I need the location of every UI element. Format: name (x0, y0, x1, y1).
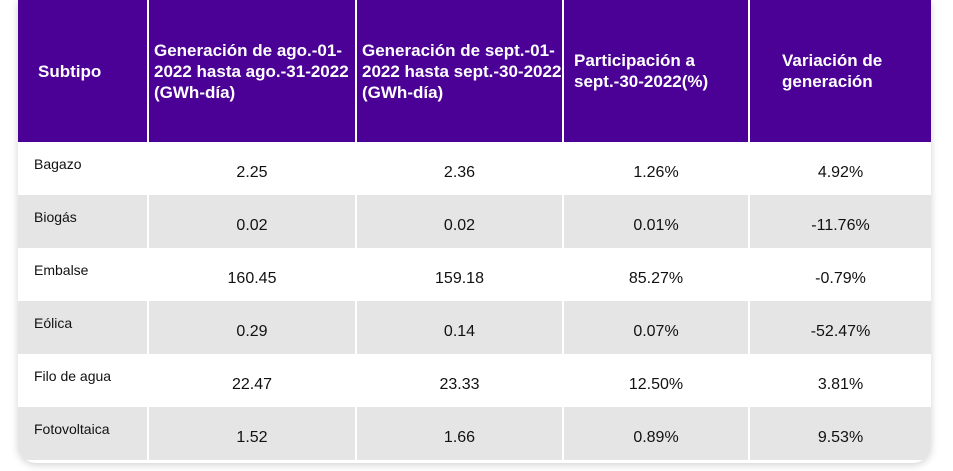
cell-subtipo: Embalse (18, 248, 149, 301)
cell-generacion-agosto: 0.29 (148, 301, 357, 354)
table-header: Subtipo Generación de ago.-01-2022 hasta… (18, 0, 931, 142)
cell-variacion: -52.47% (749, 301, 931, 354)
cell-variacion: 9.53% (749, 407, 931, 460)
table-row: Embalse 160.45 159.18 85.27% -0.79% (18, 248, 931, 301)
table-row: Biogás 0.02 0.02 0.01% -11.76% (18, 195, 931, 248)
cell-generacion-septiembre: 0.02 (356, 195, 564, 248)
cell-generacion-septiembre: 159.18 (356, 248, 564, 301)
cell-variacion: -0.79% (749, 248, 931, 301)
cell-generacion-septiembre: 1.66 (356, 407, 564, 460)
cell-subtipo: Eólica (18, 301, 149, 354)
header-generacion-septiembre: Generación de sept.-01-2022 hasta sept.-… (356, 0, 564, 142)
cell-subtipo: Biogás (18, 195, 149, 248)
table-body: Bagazo 2.25 2.36 1.26% 4.92% Biogás 0.02… (18, 142, 931, 460)
cell-generacion-septiembre: 23.33 (356, 354, 564, 407)
cell-generacion-septiembre: 2.36 (356, 142, 564, 195)
cell-participacion: 0.01% (563, 195, 750, 248)
cell-generacion-septiembre: 0.14 (356, 301, 564, 354)
cell-participacion: 0.89% (563, 407, 750, 460)
cell-variacion: 3.81% (749, 354, 931, 407)
cell-participacion: 12.50% (563, 354, 750, 407)
cell-generacion-agosto: 1.52 (148, 407, 357, 460)
cell-generacion-agosto: 0.02 (148, 195, 357, 248)
cell-generacion-agosto: 160.45 (148, 248, 357, 301)
table-row: Filo de agua 22.47 23.33 12.50% 3.81% (18, 354, 931, 407)
cell-subtipo: Bagazo (18, 142, 149, 195)
cell-participacion: 1.26% (563, 142, 750, 195)
table-row: Eólica 0.29 0.14 0.07% -52.47% (18, 301, 931, 354)
cell-subtipo: Filo de agua (18, 354, 149, 407)
cell-variacion: -11.76% (749, 195, 931, 248)
table-row: Fotovoltaica 1.52 1.66 0.89% 9.53% (18, 407, 931, 460)
header-row: Subtipo Generación de ago.-01-2022 hasta… (18, 0, 931, 142)
generation-table-card: Subtipo Generación de ago.-01-2022 hasta… (18, 0, 931, 463)
header-participacion: Participación a sept.-30-2022(%) (563, 0, 750, 142)
header-variacion: Variación de generación (749, 0, 931, 142)
header-subtipo: Subtipo (18, 0, 149, 142)
cell-participacion: 0.07% (563, 301, 750, 354)
cell-variacion: 4.92% (749, 142, 931, 195)
cell-generacion-agosto: 2.25 (148, 142, 357, 195)
cell-participacion: 85.27% (563, 248, 750, 301)
table-row: Bagazo 2.25 2.36 1.26% 4.92% (18, 142, 931, 195)
header-generacion-agosto: Generación de ago.-01-2022 hasta ago.-31… (148, 0, 357, 142)
cell-subtipo: Fotovoltaica (18, 407, 149, 460)
generation-table: Subtipo Generación de ago.-01-2022 hasta… (18, 0, 931, 460)
cell-generacion-agosto: 22.47 (148, 354, 357, 407)
